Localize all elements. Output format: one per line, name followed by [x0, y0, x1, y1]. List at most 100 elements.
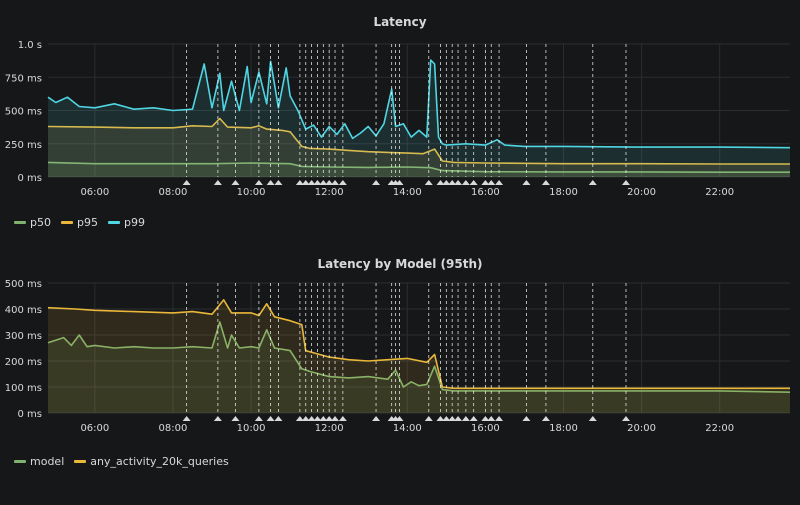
annotation-marker	[424, 180, 433, 185]
legend-label: p50	[30, 216, 51, 229]
annotation-marker	[325, 180, 334, 185]
y-tick-label: 500 ms	[5, 107, 42, 118]
annotation-marker	[266, 180, 275, 185]
annotation-marker	[213, 180, 222, 185]
legend-label: p99	[123, 216, 145, 229]
annotation-marker	[436, 416, 445, 421]
annotation-marker	[621, 180, 630, 185]
y-tick-label: 500 ms	[5, 279, 42, 290]
annotation-marker	[454, 180, 463, 185]
y-tick-label: 0 ms	[18, 173, 43, 184]
legend-swatch	[14, 460, 26, 463]
annotation-marker	[307, 416, 316, 421]
x-tick-label: 20:00	[627, 187, 656, 198]
annotation-marker	[395, 180, 404, 185]
legend-item-p99[interactable]: p99	[107, 216, 145, 229]
y-tick-label: 0 ms	[18, 409, 43, 420]
annotation-marker	[301, 416, 310, 421]
annotation-marker	[254, 180, 263, 185]
series-area-model	[48, 322, 790, 413]
x-tick-label: 18:00	[549, 187, 578, 198]
annotation-marker	[319, 180, 328, 185]
x-tick-label: 20:00	[627, 423, 656, 434]
x-tick-label: 10:00	[237, 423, 266, 434]
annotation-marker	[442, 416, 451, 421]
x-tick-label: 08:00	[159, 423, 188, 434]
annotation-marker	[522, 180, 531, 185]
legend-item-p50[interactable]: p50	[14, 216, 51, 229]
series-line-any_activity_20k_queries	[47, 299, 790, 390]
legend-swatch	[60, 221, 73, 224]
latency-panel: Latency 0 ms 250 ms 500 ms 750 ms 1.0 s 06:00…	[5, 15, 791, 198]
legend-swatch	[14, 221, 26, 224]
legend-item-model[interactable]: model	[14, 455, 64, 468]
y-tick-label: 300 ms	[5, 331, 42, 342]
annotation-marker	[307, 180, 316, 185]
annotation-marker	[231, 416, 240, 421]
x-tick-label: 06:00	[80, 423, 109, 434]
series-line-p95	[47, 117, 790, 165]
annotation-marker	[313, 416, 322, 421]
annotation-marker	[231, 180, 240, 185]
annotation-marker	[319, 416, 328, 421]
annotation-marker	[338, 180, 347, 185]
annotation-marker	[461, 180, 470, 185]
annotation-marker	[436, 180, 445, 185]
annotation-marker	[541, 416, 550, 421]
annotation-marker	[372, 416, 381, 421]
series-area-p95	[48, 118, 790, 177]
annotation-marker	[487, 416, 496, 421]
x-tick-label: 16:00	[471, 187, 500, 198]
annotation-marker	[331, 180, 340, 185]
y-tick-label: 400 ms	[5, 305, 42, 316]
annotation-marker	[442, 180, 451, 185]
annotation-marker	[182, 180, 191, 185]
annotation-marker	[301, 180, 310, 185]
annotation-marker	[213, 416, 222, 421]
annotation-marker	[469, 180, 478, 185]
annotation-marker	[495, 416, 504, 421]
annotation-marker	[481, 416, 490, 421]
y-tick-label: 250 ms	[5, 140, 42, 151]
legend-swatch	[107, 221, 120, 224]
x-tick-label: 16:00	[471, 423, 500, 434]
y-tick-label: 1.0 s	[18, 40, 42, 51]
x-tick-label: 12:00	[315, 423, 344, 434]
annotation-marker	[448, 180, 457, 185]
x-tick-label: 06:00	[80, 187, 109, 198]
annotation-marker	[338, 416, 347, 421]
latency-legend: p50 p95 p99	[14, 216, 145, 229]
series-line-p50	[47, 161, 790, 173]
x-tick-label: 22:00	[705, 423, 734, 434]
annotation-marker	[313, 180, 322, 185]
annotation-marker	[395, 416, 404, 421]
legend-label: p95	[76, 216, 98, 229]
annotation-marker	[487, 180, 496, 185]
annotation-marker	[588, 180, 597, 185]
annotation-marker	[182, 416, 191, 421]
legend-item-any-activity[interactable]: any_activity_20k_queries	[74, 455, 229, 468]
legend-item-p95[interactable]: p95	[60, 216, 98, 229]
annotation-marker	[295, 416, 304, 421]
series-area-any_activity_20k_queries	[48, 299, 790, 413]
annotation-marker	[331, 416, 340, 421]
y-tick-label: 100 ms	[5, 383, 42, 394]
annotation-marker	[372, 180, 381, 185]
annotation-marker	[295, 180, 304, 185]
x-tick-label: 12:00	[315, 187, 344, 198]
legend-swatch	[74, 460, 87, 463]
annotation-marker	[448, 416, 457, 421]
annotation-marker	[454, 416, 463, 421]
annotation-marker	[588, 416, 597, 421]
annotation-marker	[481, 180, 490, 185]
legend-label: any_activity_20k_queries	[90, 455, 229, 468]
annotation-marker	[325, 416, 334, 421]
x-tick-label: 18:00	[549, 423, 578, 434]
annotation-marker	[469, 416, 478, 421]
annotation-marker	[266, 416, 275, 421]
x-tick-label: 14:00	[393, 423, 422, 434]
annotation-marker	[274, 180, 283, 185]
annotation-marker	[495, 180, 504, 185]
annotation-marker	[522, 416, 531, 421]
